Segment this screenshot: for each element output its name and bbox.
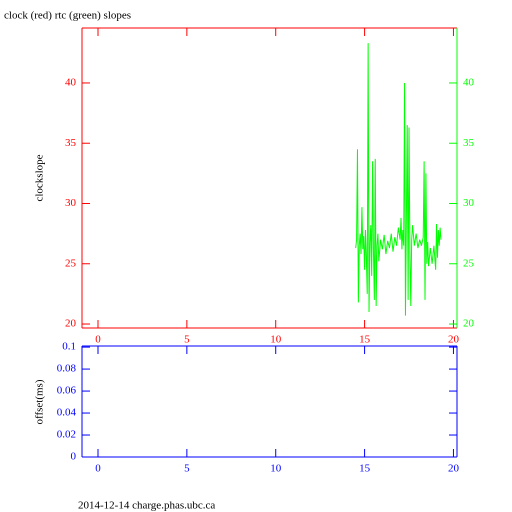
y2-tick-label: 35 xyxy=(463,137,475,149)
y2-tick-label: 30 xyxy=(463,197,475,209)
x-tick-label: 10 xyxy=(270,334,282,346)
y-tick-label: 35 xyxy=(65,137,77,149)
y-axis-label: offset(ms) xyxy=(34,379,46,424)
y-tick-label: 30 xyxy=(65,197,77,209)
x-tick-label: 20 xyxy=(448,463,460,475)
x-tick-label: 5 xyxy=(184,463,190,475)
y-tick-label: 0.08 xyxy=(57,363,77,375)
y-tick-label: 40 xyxy=(65,76,77,88)
y-tick-label: 25 xyxy=(65,257,77,269)
x-tick-label: 15 xyxy=(359,463,371,475)
y-tick-label: 0.02 xyxy=(57,429,76,441)
y-axis-label: clockslope xyxy=(34,154,46,201)
data-line xyxy=(355,43,442,316)
y-tick-label: 0.04 xyxy=(57,407,77,419)
chart-title: clock (red) rtc (green) slopes xyxy=(4,10,131,22)
x-tick-label: 10 xyxy=(270,463,282,475)
x-tick-label: 5 xyxy=(184,334,190,346)
y-tick-label: 0 xyxy=(71,451,77,463)
x-tick-label: 0 xyxy=(95,463,101,475)
y-tick-label: 0.1 xyxy=(62,341,76,353)
y-tick-label: 20 xyxy=(65,318,77,330)
footer: 2014-12-14 charge.phas.ubc.ca xyxy=(78,500,215,512)
y2-tick-label: 20 xyxy=(463,318,475,330)
y-tick-label: 0.06 xyxy=(57,385,77,397)
y2-tick-label: 25 xyxy=(463,257,475,269)
x-tick-label: 20 xyxy=(448,334,460,346)
x-tick-label: 0 xyxy=(95,334,101,346)
y2-tick-label: 40 xyxy=(463,76,475,88)
x-tick-label: 15 xyxy=(359,334,371,346)
